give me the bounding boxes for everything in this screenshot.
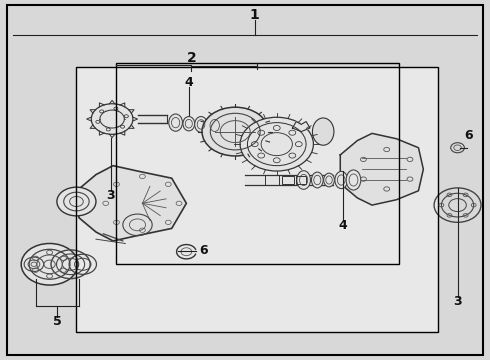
Text: 3: 3 [106, 189, 115, 202]
Bar [76, 67, 438, 332]
Polygon shape [79, 166, 186, 241]
Text: 6: 6 [464, 129, 473, 142]
Ellipse shape [346, 170, 361, 190]
Bar [282, 176, 294, 184]
Ellipse shape [183, 117, 195, 131]
Text: 6: 6 [199, 244, 208, 257]
Ellipse shape [297, 171, 311, 189]
Text: 4: 4 [339, 219, 347, 233]
Bar [76, 67, 438, 332]
Ellipse shape [335, 171, 347, 189]
Circle shape [202, 107, 269, 156]
Circle shape [240, 117, 314, 171]
Bar [265, 175, 279, 185]
Ellipse shape [169, 114, 182, 131]
Text: 4: 4 [184, 76, 193, 89]
Ellipse shape [312, 172, 323, 188]
Circle shape [21, 243, 78, 285]
Circle shape [91, 104, 133, 134]
Ellipse shape [313, 118, 334, 145]
Text: 2: 2 [186, 51, 196, 65]
Ellipse shape [195, 117, 207, 132]
Polygon shape [340, 134, 423, 205]
Ellipse shape [324, 173, 334, 187]
Ellipse shape [207, 116, 222, 135]
Text: 1: 1 [250, 8, 260, 22]
Polygon shape [293, 122, 310, 132]
Text: 3: 3 [453, 295, 462, 308]
Bar [296, 176, 306, 184]
Circle shape [57, 187, 96, 216]
Text: 5: 5 [53, 315, 62, 328]
Bar [116, 63, 399, 264]
